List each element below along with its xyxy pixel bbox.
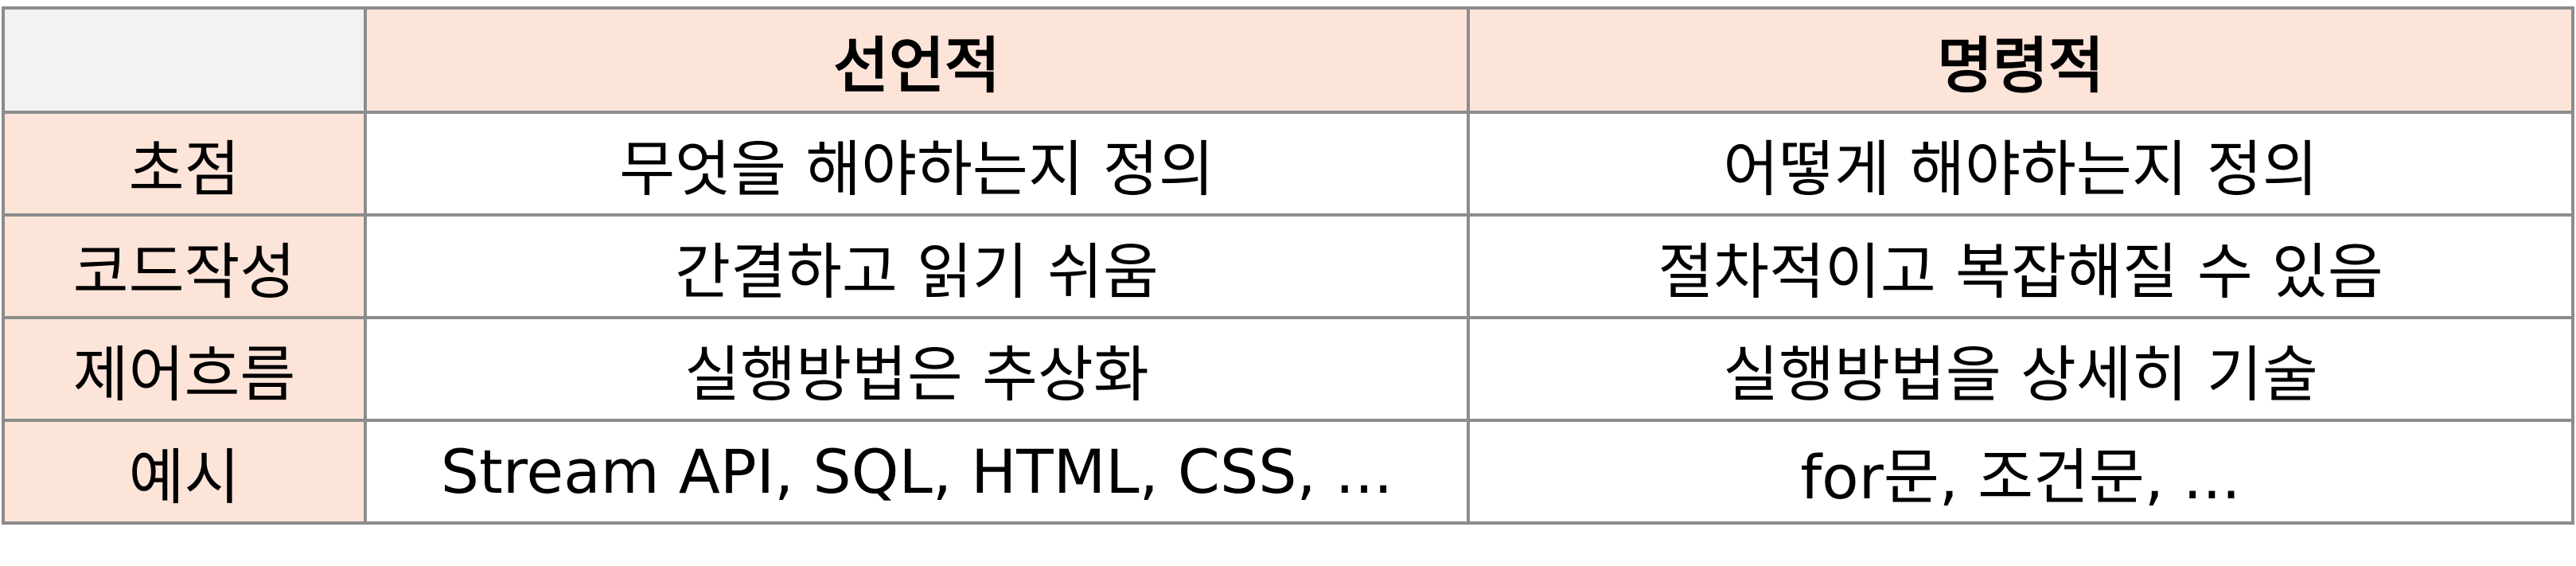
table-row-focus: 초점 무엇을 해야하는지 정의 어떻게 해야하는지 정의 [2, 111, 2574, 217]
cell-control-flow-declarative: 실행방법은 추상화 [364, 316, 1470, 422]
column-header-declarative: 선언적 [364, 6, 1470, 114]
cell-focus-imperative: 어떻게 해야하는지 정의 [1467, 111, 2574, 217]
cell-examples-imperative: for문, 조건문, ... [1467, 419, 2574, 525]
row-header-code-writing: 코드작성 [2, 213, 367, 319]
row-header-focus: 초점 [2, 111, 367, 217]
comparison-table: 선언적 명령적 초점 무엇을 해야하는지 정의 어떻게 해야하는지 정의 코드작… [2, 6, 2574, 525]
cell-code-writing-declarative: 간결하고 읽기 쉬움 [364, 213, 1470, 319]
corner-cell [2, 6, 367, 114]
table-row-examples: 예시 Stream API, SQL, HTML, CSS, ... for문,… [2, 419, 2574, 525]
row-header-control-flow: 제어흐름 [2, 316, 367, 422]
cell-focus-declarative: 무엇을 해야하는지 정의 [364, 111, 1470, 217]
cell-code-writing-imperative: 절차적이고 복잡해질 수 있음 [1467, 213, 2574, 319]
header-row: 선언적 명령적 [2, 6, 2574, 114]
cell-examples-declarative: Stream API, SQL, HTML, CSS, ... [364, 419, 1470, 525]
column-header-imperative: 명령적 [1467, 6, 2574, 114]
cell-control-flow-imperative: 실행방법을 상세히 기술 [1467, 316, 2574, 422]
table-row-code-writing: 코드작성 간결하고 읽기 쉬움 절차적이고 복잡해질 수 있음 [2, 213, 2574, 319]
row-header-examples: 예시 [2, 419, 367, 525]
table-row-control-flow: 제어흐름 실행방법은 추상화 실행방법을 상세히 기술 [2, 316, 2574, 422]
